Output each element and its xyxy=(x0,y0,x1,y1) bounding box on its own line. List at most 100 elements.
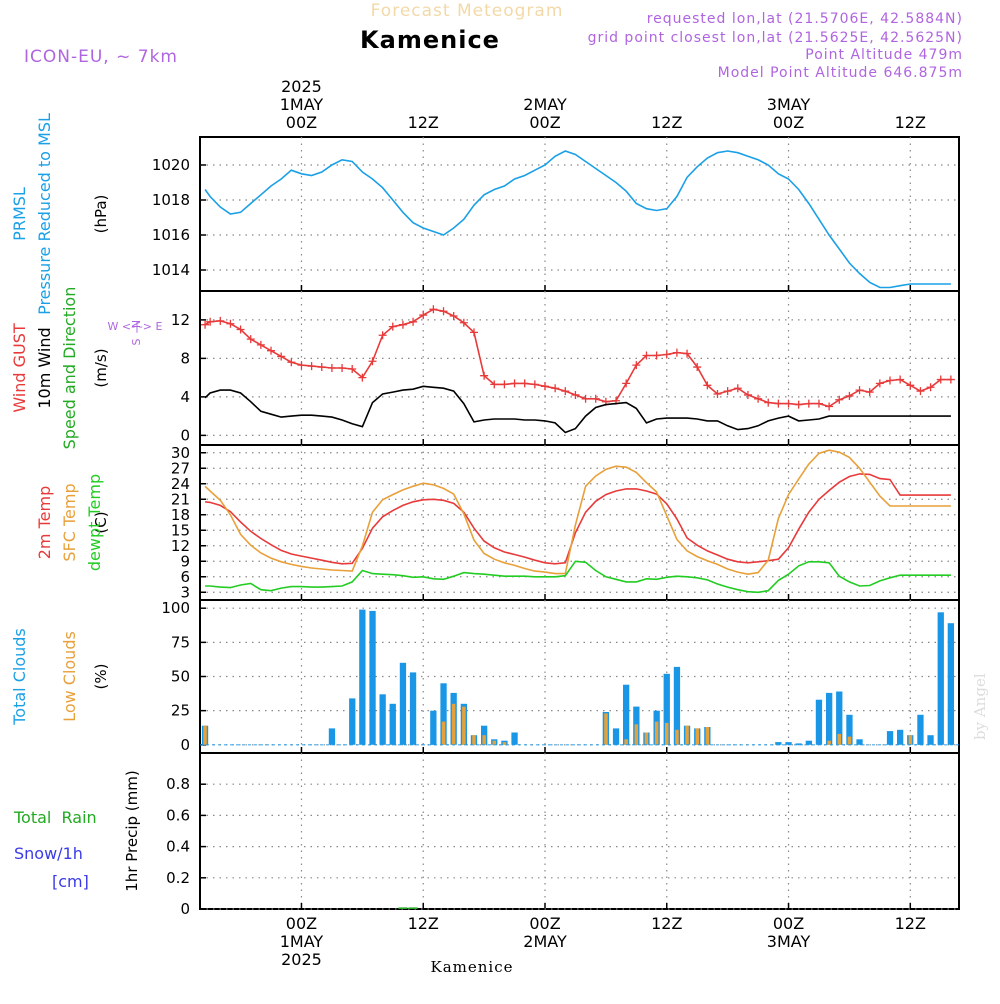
bar-total-clouds xyxy=(856,739,863,745)
faded-title: Forecast Meteogram xyxy=(371,1,564,21)
bar-total-rain xyxy=(408,907,418,909)
bar-total-clouds xyxy=(917,714,924,745)
bar-total-clouds xyxy=(379,694,386,745)
wind-compass: NW <-|-> E S xyxy=(108,320,163,346)
panel-frame xyxy=(199,599,960,754)
bar-total-clouds xyxy=(399,662,407,745)
gridpoint-coords: grid point closest lon,lat (21.5625E, 42… xyxy=(588,30,963,46)
gust-marker xyxy=(419,311,428,320)
gust-marker xyxy=(358,373,367,382)
bar-total-clouds xyxy=(927,735,934,745)
gust-marker xyxy=(743,390,752,399)
panels: 1014 1016 1018 1020 (hPa) PRMSL Pressure Reduc… xyxy=(10,113,960,918)
time-tick-label: 12Z xyxy=(408,914,439,933)
y-tick-label: 6 xyxy=(180,568,190,586)
y-tick-label: 18 xyxy=(171,506,190,524)
bar-low-clouds xyxy=(451,703,456,745)
time-tick-label: 12Z xyxy=(408,113,439,132)
time-tick-label: 12Z xyxy=(895,113,926,132)
series-line-dewpt-temp xyxy=(205,560,951,594)
y-axis-unit: (m/s) xyxy=(92,348,110,387)
gust-marker xyxy=(733,384,742,393)
y-tick-label: 9 xyxy=(180,552,190,570)
y-tick-label: 1014 xyxy=(152,261,190,279)
gust-marker xyxy=(561,387,570,396)
gust-marker xyxy=(439,307,448,316)
time-tick-label: 2MAY xyxy=(523,95,567,114)
gust-marker xyxy=(652,351,661,360)
gust-marker xyxy=(469,328,478,337)
gust-marker xyxy=(642,351,651,360)
watermark: by Angel xyxy=(971,673,989,740)
series-line-pressure xyxy=(204,150,951,289)
bar-low-clouds xyxy=(482,735,486,745)
series-side-label: PRMSL xyxy=(10,187,29,241)
gust-marker xyxy=(409,317,418,326)
gust-marker xyxy=(784,399,793,408)
bar-low-clouds xyxy=(837,733,841,745)
bar-low-clouds xyxy=(624,739,628,745)
time-tick-label: 00Z xyxy=(286,113,317,132)
gust-marker xyxy=(449,312,458,321)
y-axis-unit: (hPa) xyxy=(92,195,110,234)
gust-marker xyxy=(754,394,763,403)
y-tick-label: 0.8 xyxy=(166,775,190,793)
y-tick-label: 0.2 xyxy=(166,869,190,887)
bar-total-rain xyxy=(398,907,408,909)
y-tick-label: 1018 xyxy=(152,191,190,209)
gust-marker xyxy=(896,375,905,384)
panel-precip: 0 0.2 0.4 0.6 0.8 1hr Precip (mm) Total Rain Sn… xyxy=(13,752,960,918)
model-altitude: Model Point Altitude 646.875m xyxy=(718,65,963,81)
bar-total-clouds xyxy=(359,609,366,745)
bar-total-clouds xyxy=(663,673,670,745)
gust-marker xyxy=(683,349,692,358)
y-tick-label: 12 xyxy=(171,311,190,329)
bar-total-clouds xyxy=(389,703,396,745)
y-tick-label: 75 xyxy=(171,633,190,651)
y-tick-label: 50 xyxy=(171,668,190,686)
bar-low-clouds xyxy=(462,706,466,745)
bar-total-clouds xyxy=(369,610,376,745)
time-tick-label: 2025 xyxy=(281,950,322,969)
y-tick-label: 0 xyxy=(180,900,190,918)
gust-marker xyxy=(764,398,773,407)
bar-low-clouds xyxy=(441,721,446,745)
bar-low-clouds xyxy=(675,729,679,745)
series-side-label: dewpt Temp xyxy=(85,474,104,571)
gust-marker xyxy=(672,348,681,357)
y-axis-unit: (%) xyxy=(92,664,110,690)
time-tick-label: 00Z xyxy=(529,914,560,933)
time-tick-label: 2MAY xyxy=(523,932,567,951)
gust-marker xyxy=(875,379,884,388)
gust-marker xyxy=(388,322,397,331)
gust-marker xyxy=(267,346,276,355)
gust-marker xyxy=(459,318,468,327)
series-side-label: Total Clouds xyxy=(10,628,29,726)
gust-marker xyxy=(581,394,590,403)
gust-marker xyxy=(216,316,225,325)
series-side-label: [cm] xyxy=(52,872,89,891)
bar-low-clouds xyxy=(847,736,852,745)
y-axis-unit: (C) xyxy=(92,511,110,533)
gust-marker xyxy=(256,340,265,349)
bar-low-clouds xyxy=(685,725,689,745)
time-tick-label: 00Z xyxy=(773,914,804,933)
series-side-label: Pressure Reduced to MSL xyxy=(35,113,54,315)
gust-marker xyxy=(429,305,438,314)
series-side-label: Snow/1h xyxy=(14,844,83,863)
bar-total-clouds xyxy=(805,740,812,745)
y-tick-label: 100 xyxy=(161,599,190,617)
time-tick-label: 3MAY xyxy=(767,932,811,951)
bar-total-clouds xyxy=(623,684,630,745)
series-line-2m-temp xyxy=(205,473,951,565)
gust-marker xyxy=(378,331,387,340)
bar-low-clouds xyxy=(695,728,699,745)
bar-total-clouds xyxy=(785,742,792,745)
gust-marker xyxy=(865,388,874,397)
gust-marker xyxy=(287,358,296,367)
gust-marker xyxy=(246,335,255,344)
gust-marker xyxy=(348,364,357,373)
panel-frame xyxy=(199,290,960,446)
footer-location: Kamenice xyxy=(431,958,514,976)
